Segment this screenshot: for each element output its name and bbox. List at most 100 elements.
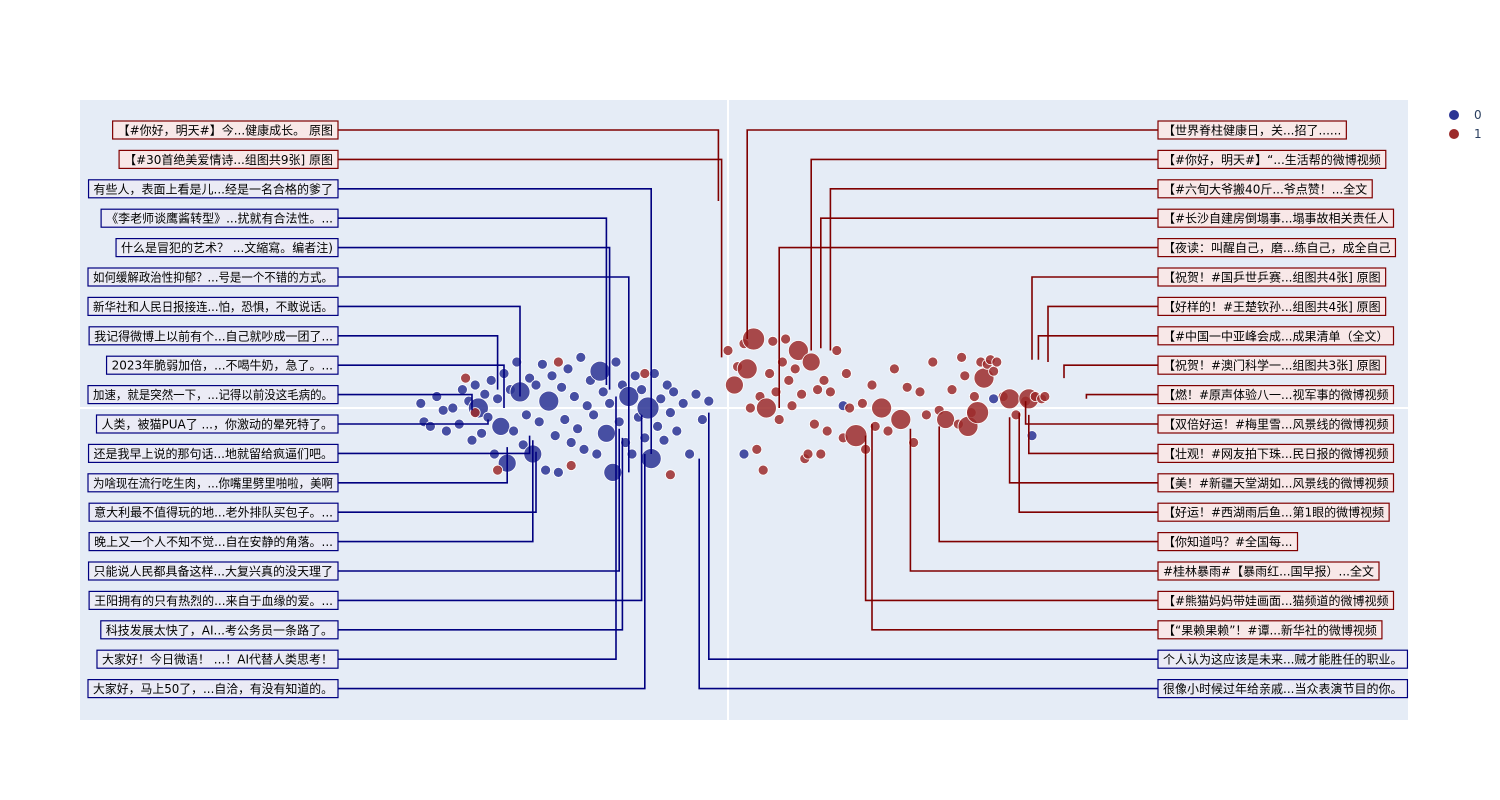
data-point-series-1: [801, 352, 821, 372]
annotation-box: [112, 120, 339, 140]
grid-lines: [80, 100, 1408, 720]
annotation-label: 【#你好，明天#】今...健康成长。 原图: [118, 123, 333, 138]
annotation-connector: [938, 426, 1158, 543]
data-point-series-1: [866, 379, 878, 391]
data-point-series-1: [1039, 391, 1051, 402]
annotation-label: 【壮观！#网友拍下珠...民日报的微博视频: [1163, 446, 1389, 461]
data-point-series-1: [890, 409, 912, 430]
legend-label-series-0[interactable]: 0: [1474, 108, 1482, 122]
data-point-series-1: [921, 409, 932, 421]
annotation-box: [1157, 590, 1395, 611]
data-point-series-1: [639, 368, 651, 379]
annotation-connector: [338, 393, 473, 411]
legend-marker-series-0[interactable]: [1449, 110, 1459, 120]
annotation-connector: [338, 454, 646, 690]
legend-label-series-1[interactable]: 1: [1474, 127, 1482, 141]
annotation-connector: [819, 217, 1158, 349]
annotation-connector: [778, 246, 1158, 408]
data-point-series-0: [508, 425, 519, 437]
data-point-series-0: [431, 391, 443, 402]
annotation-connector: [1008, 417, 1158, 484]
annotation-box: [1157, 561, 1380, 581]
annotation-label: 意大利最不值得玩的地...老外排队买包子。...: [94, 505, 333, 520]
annotation-box: [88, 590, 339, 611]
data-point-series-0: [572, 423, 583, 435]
annotation-label: 王阳拥有的只有热烈的...来自于血缘的爱。...: [94, 593, 333, 608]
data-point-series-1: [764, 368, 775, 379]
annotation-box: [1157, 531, 1299, 552]
data-point-series-0: [581, 400, 593, 412]
annotation-connector: [909, 428, 1158, 572]
annotation-box: [87, 443, 339, 463]
annotation-label: 【夜读：叫醒自己，磨...练自己，成全自己: [1163, 240, 1390, 255]
annotation-connector: [810, 158, 1158, 351]
annotation-box: [87, 385, 339, 405]
data-point-series-1: [802, 448, 814, 460]
data-point-series-0: [604, 397, 615, 409]
annotation-label: 【你知道吗？#全国每...: [1163, 534, 1293, 549]
annotation-connector: [338, 396, 617, 661]
data-point-series-0: [533, 416, 545, 428]
annotation-label: 人类，被猫PUA了 ...，你激动的晕死特了。: [102, 417, 334, 432]
data-point-series-0: [610, 356, 622, 368]
data-point-series-1: [844, 424, 868, 448]
annotation-connector: [338, 217, 608, 385]
data-point-series-0: [588, 409, 599, 421]
annotation-connector: [338, 435, 531, 455]
legend[interactable]: 01: [1449, 108, 1482, 141]
data-point-series-0: [697, 414, 708, 425]
annotation-box: [1157, 678, 1409, 699]
data-point-series-0: [677, 397, 689, 409]
data-point-series-1: [788, 340, 809, 361]
data-point-series-0: [559, 414, 571, 425]
data-point-series-0: [415, 397, 427, 409]
annotation-connector: [338, 447, 509, 484]
annotation-connector: [746, 129, 1158, 339]
annotation-connector: [338, 334, 499, 390]
annotation-label: 晚上又一个人不知不觉...自在安静的角落。...: [94, 534, 333, 549]
annotation-label: #桂林暴雨#【暴雨红...国早报）...全文: [1163, 564, 1374, 579]
annotation-box: [1157, 385, 1395, 405]
data-point-series-0: [521, 409, 532, 421]
annotation-box: [1157, 326, 1395, 346]
data-point-series-1: [789, 363, 801, 375]
annotation-label: 2023年脆弱加倍，...不喝牛奶，急了。...: [112, 358, 333, 373]
annotation-connector: [338, 419, 489, 425]
data-point-series-0: [569, 391, 580, 402]
data-point-series-0: [661, 379, 673, 391]
annotation-label: 【好样的！#王楚钦孙...组图共4张] 原图: [1163, 299, 1381, 314]
annotation-box: [1157, 649, 1409, 669]
annotation-callouts: 【#你好，明天#】今...健康成长。 原图【#30首绝美爱情诗...组图共9张]…: [87, 120, 1409, 699]
annotation-label: 什么是冒犯的艺术？ ...文縮寫。编者注): [121, 240, 333, 255]
annotation-box: [1157, 179, 1373, 199]
annotation-box: [1157, 296, 1387, 316]
annotation-connector: [338, 305, 521, 397]
data-point-series-1: [809, 418, 820, 430]
annotation-connector: [1028, 414, 1158, 455]
annotation-label: 【#你好，明天#】“...生活帮的微博视频: [1163, 152, 1381, 167]
annotation-box: [1157, 208, 1395, 228]
data-point-series-1: [889, 363, 900, 375]
annotation-label: 【#中国一中亚峰会成...成果清单（全文）: [1163, 328, 1389, 343]
annotation-label: 【祝贺！#国乒世乒赛...组图共4张] 原图: [1163, 270, 1381, 285]
data-point-series-0: [538, 390, 560, 412]
data-point-series-1: [956, 351, 967, 363]
data-point-series-0: [469, 379, 481, 391]
data-point-series-0: [537, 358, 548, 370]
data-point-series-1: [460, 372, 472, 384]
annotation-box: [1157, 414, 1395, 434]
data-point-series-1: [736, 358, 758, 380]
annotation-connector: [1047, 305, 1158, 362]
data-point-series-0: [703, 395, 715, 407]
data-point-series-0: [591, 448, 603, 460]
annotation-box: [1157, 120, 1347, 140]
data-point-series-0: [485, 374, 497, 386]
data-point-series-0: [492, 393, 504, 405]
data-point-series-0: [738, 448, 750, 460]
annotation-label: 加速，就是突然一下，...记得以前没这毛病的。: [93, 387, 333, 402]
data-point-series-1: [742, 327, 765, 351]
legend-marker-series-1[interactable]: [1449, 129, 1459, 139]
data-point-series-0: [988, 393, 999, 405]
annotation-box: [100, 620, 339, 640]
data-point-series-0: [629, 370, 641, 382]
